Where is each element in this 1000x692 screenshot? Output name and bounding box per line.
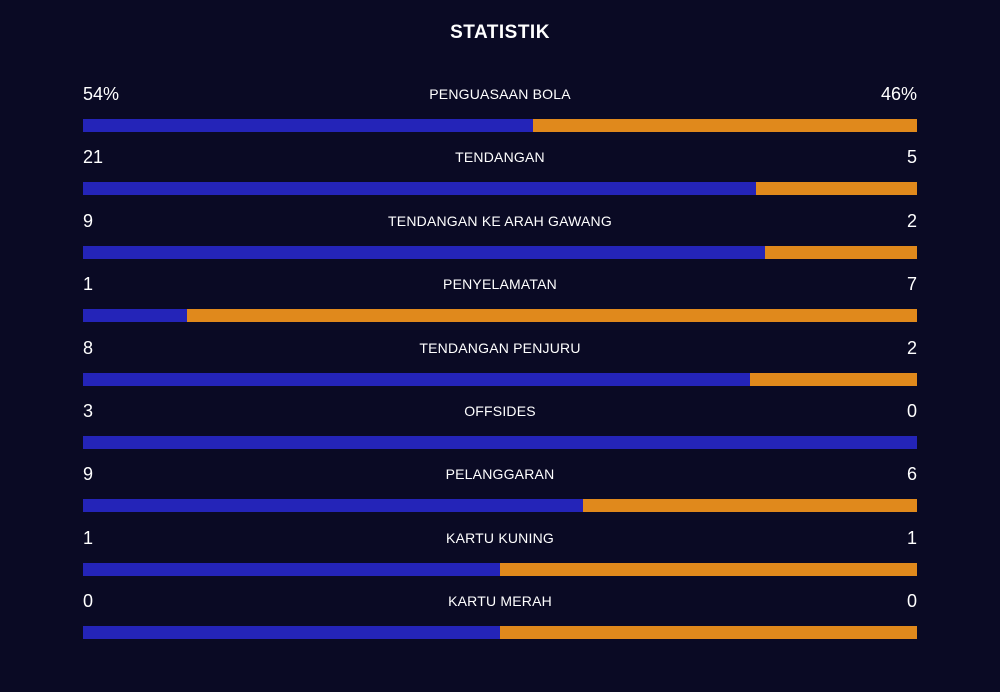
comparison-bar [83, 499, 917, 513]
stat-label: TENDANGAN [455, 149, 545, 166]
home-value: 0 [83, 591, 94, 612]
away-value: 1 [906, 527, 917, 548]
stat-label: TENDANGAN PENJURU [419, 339, 581, 356]
stat-row: 1 PENYELAMATAN 7 [83, 270, 917, 333]
home-value: 8 [83, 337, 94, 358]
home-value: 1 [83, 527, 94, 548]
stat-row: 0 KARTU MERAH 0 [83, 587, 917, 650]
comparison-bar [83, 245, 917, 259]
stats-list: 54% PENGUASAAN BOLA 46% 21 TENDANGAN 5 9… [83, 80, 917, 651]
stat-label: PENGUASAAN BOLA [429, 86, 571, 102]
home-bar-segment [83, 626, 500, 640]
stat-row: 1 KARTU KUNING 1 [83, 524, 917, 587]
home-value: 9 [83, 210, 94, 231]
comparison-bar [83, 626, 917, 640]
comparison-bar [83, 182, 917, 196]
home-value: 3 [83, 400, 94, 421]
home-bar-segment [83, 309, 188, 323]
away-value: 46% [880, 84, 917, 104]
stat-row: 8 TENDANGAN PENJURU 2 [83, 334, 917, 397]
stat-label: OFFSIDES [464, 402, 536, 419]
home-bar-segment [83, 182, 757, 196]
away-bar-segment [500, 562, 917, 576]
stat-header: 9 PELANGGARAN 6 [83, 460, 917, 488]
comparison-bar [83, 372, 917, 386]
stat-row: 9 TENDANGAN KE ARAH GAWANG 2 [83, 207, 917, 270]
stat-row: 3 OFFSIDES 0 [83, 397, 917, 460]
stat-header: 9 TENDANGAN KE ARAH GAWANG 2 [83, 207, 917, 235]
stat-header: 3 OFFSIDES 0 [83, 397, 917, 425]
stat-row: 9 PELANGGARAN 6 [83, 460, 917, 523]
away-value: 2 [906, 337, 917, 358]
home-bar-segment [83, 562, 500, 576]
home-value: 9 [83, 464, 94, 485]
comparison-bar [83, 309, 917, 323]
away-value: 6 [906, 464, 917, 485]
home-value: 1 [83, 274, 94, 295]
home-value: 21 [83, 147, 104, 168]
home-bar-segment [83, 245, 766, 259]
comparison-bar [83, 562, 917, 576]
away-value: 5 [906, 147, 917, 168]
stat-header: 21 TENDANGAN 5 [83, 143, 917, 171]
stat-header: 1 KARTU KUNING 1 [83, 524, 917, 552]
away-bar-segment [765, 245, 917, 259]
stat-header: 8 TENDANGAN PENJURU 2 [83, 334, 917, 362]
stat-header: 1 PENYELAMATAN 7 [83, 270, 917, 298]
stat-header: 0 KARTU MERAH 0 [83, 587, 917, 615]
stat-label: KARTU KUNING [446, 529, 554, 546]
stat-label: PELANGGARAN [445, 466, 555, 483]
away-bar-segment [500, 626, 917, 640]
away-bar-segment [750, 372, 917, 386]
away-bar-segment [533, 119, 917, 132]
home-value: 54% [83, 84, 120, 104]
away-value: 2 [906, 210, 917, 231]
away-value: 0 [906, 400, 917, 421]
stats-title: STATISTIK [450, 22, 550, 43]
home-bar-segment [83, 119, 534, 132]
away-bar-segment [756, 182, 917, 196]
stat-label: TENDANGAN KE ARAH GAWANG [388, 212, 612, 229]
away-value: 0 [906, 591, 917, 612]
stat-row: 54% PENGUASAAN BOLA 46% [83, 80, 917, 143]
home-bar-segment [83, 499, 584, 513]
home-bar-segment [83, 435, 917, 449]
stat-header: 54% PENGUASAAN BOLA 46% [83, 80, 917, 108]
stat-label: KARTU MERAH [448, 593, 552, 610]
away-value: 7 [906, 274, 917, 295]
stat-label: PENYELAMATAN [443, 276, 557, 293]
away-bar-segment [187, 309, 917, 323]
comparison-bar [83, 119, 917, 132]
away-bar-segment [583, 499, 917, 513]
comparison-bar [83, 435, 917, 449]
home-bar-segment [83, 372, 751, 386]
stat-row: 21 TENDANGAN 5 [83, 143, 917, 206]
